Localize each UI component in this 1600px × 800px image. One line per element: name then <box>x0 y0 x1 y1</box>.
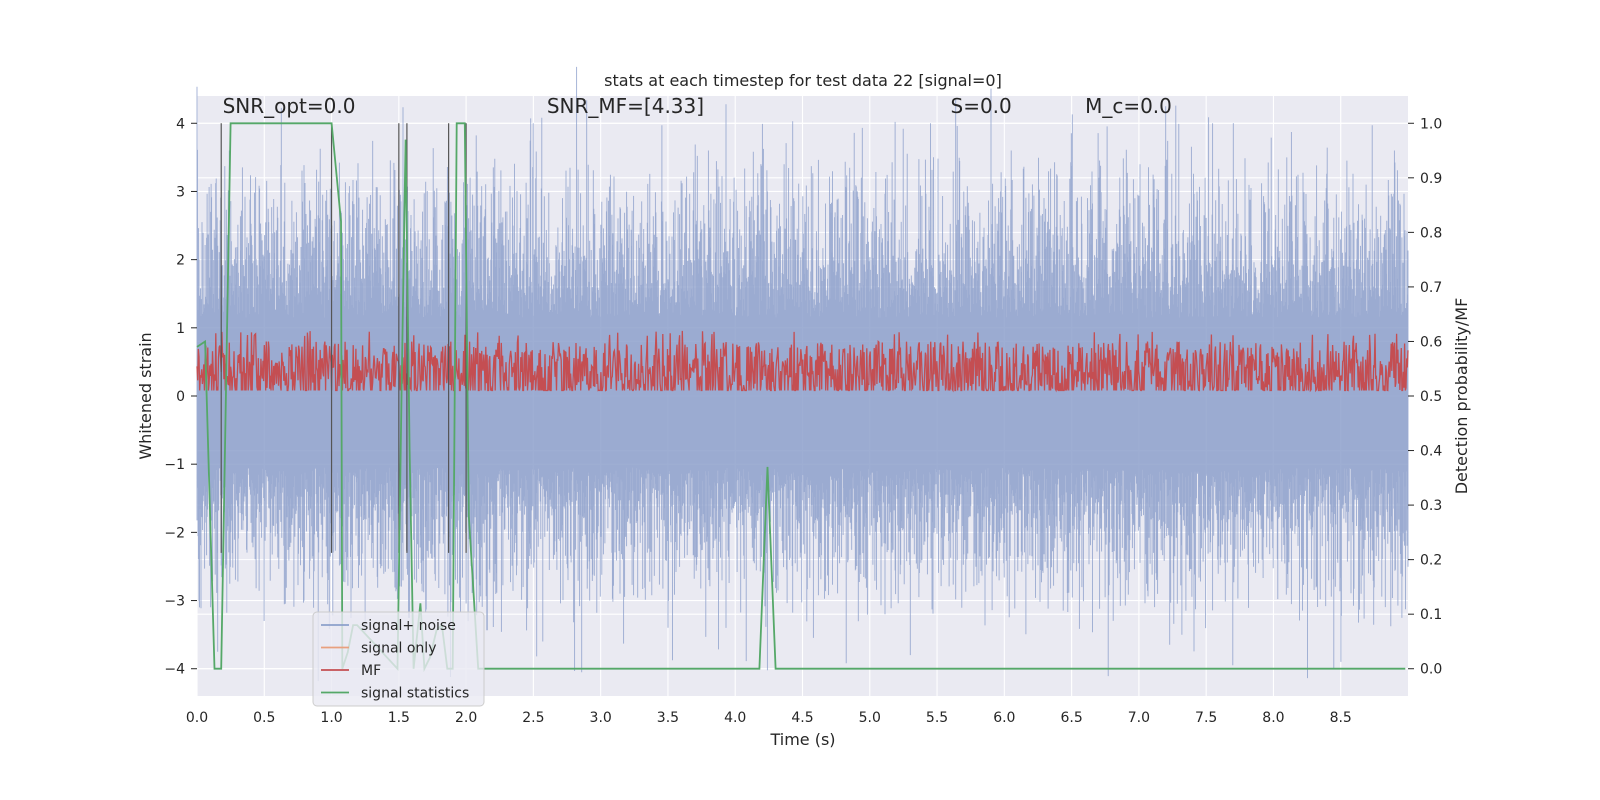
x-tick-label: 3.0 <box>590 710 612 726</box>
x-tick-label: 8.0 <box>1262 710 1284 726</box>
y-tick-label: 2 <box>176 253 185 269</box>
y2-tick-label: 0.6 <box>1420 334 1442 350</box>
y-axis-label: Whitened strain <box>136 332 155 459</box>
y-tick-label: 1 <box>176 321 185 337</box>
y-tick-label: 0 <box>176 389 185 405</box>
signal-statistics-series <box>196 122 1406 673</box>
y2-tick-label: 0.3 <box>1420 498 1442 514</box>
x-tick-label: 2.0 <box>455 710 477 726</box>
legend-entry: signal only <box>361 641 436 657</box>
signal-statistics-line <box>196 122 1406 673</box>
y-tick-label: −2 <box>164 525 185 541</box>
annotation-1: SNR_MF=[4.33] <box>547 94 704 118</box>
x-tick-label: 1.5 <box>388 710 410 726</box>
x-tick-label: 2.5 <box>522 710 544 726</box>
y2-tick-label: 0.7 <box>1420 280 1442 296</box>
legend: signal+ noise signal only MF signal statist… <box>312 611 485 707</box>
y2-tick-label: 1.0 <box>1420 116 1442 132</box>
y2-tick-label: 0.9 <box>1420 171 1442 187</box>
x-axis-label: Time (s) <box>769 730 835 749</box>
x-tick-label: 5.5 <box>926 710 948 726</box>
x-tick-label: 6.5 <box>1060 710 1082 726</box>
legend-entry: MF <box>361 663 381 679</box>
x-tick-label: 1.0 <box>320 710 342 726</box>
x-tick-label: 4.5 <box>791 710 813 726</box>
x-tick-label: 0.0 <box>186 710 208 726</box>
annotation-3: M_c=0.0 <box>1085 94 1172 118</box>
chart-title: stats at each timestep for test data 22 … <box>604 71 1002 90</box>
legend-entry: signal statistics <box>361 686 469 702</box>
x-tick-label: 7.5 <box>1195 710 1217 726</box>
x-tick-label: 8.5 <box>1330 710 1352 726</box>
x-tick-label: 5.0 <box>859 710 881 726</box>
y-axis-ticks: 4 3 2 1 0 −1 −2 −3 −4 <box>164 116 197 678</box>
y2-tick-label: 0.0 <box>1420 662 1442 678</box>
y-tick-label: 4 <box>176 116 185 132</box>
y-tick-label: −1 <box>164 457 185 473</box>
x-tick-label: 4.0 <box>724 710 746 726</box>
x-tick-label: 3.5 <box>657 710 679 726</box>
annotation-0: SNR_opt=0.0 <box>223 94 356 118</box>
y2-axis-ticks: 1.0 0.9 0.8 0.7 0.6 0.5 0.4 0.3 0.2 0.1 0.0 <box>1408 116 1442 678</box>
legend-entry: signal+ noise <box>361 618 456 634</box>
y2-tick-label: 0.4 <box>1420 444 1442 460</box>
y2-tick-label: 0.2 <box>1420 553 1442 569</box>
y2-axis-label: Detection probability/MF <box>1452 298 1471 495</box>
x-tick-label: 6.0 <box>993 710 1015 726</box>
x-tick-label: 0.5 <box>253 710 275 726</box>
y2-tick-label: 0.5 <box>1420 389 1442 405</box>
y-tick-label: −4 <box>164 662 185 678</box>
x-tick-label: 7.0 <box>1128 710 1150 726</box>
annotation-2: S=0.0 <box>951 94 1012 118</box>
y-tick-label: −3 <box>164 594 185 610</box>
annotations: SNR_opt=0.0 SNR_MF=[4.33] S=0.0 M_c=0.0 <box>223 94 1172 118</box>
y2-tick-label: 0.1 <box>1420 607 1442 623</box>
legend-box <box>312 611 485 707</box>
y-tick-label: 3 <box>176 184 185 200</box>
x-axis-ticks: 0.0 0.5 1.0 1.5 2.0 2.5 3.0 3.5 4.0 4.5 5.0 5.5 6.0 6… <box>186 710 1352 726</box>
y2-tick-label: 0.8 <box>1420 225 1442 241</box>
